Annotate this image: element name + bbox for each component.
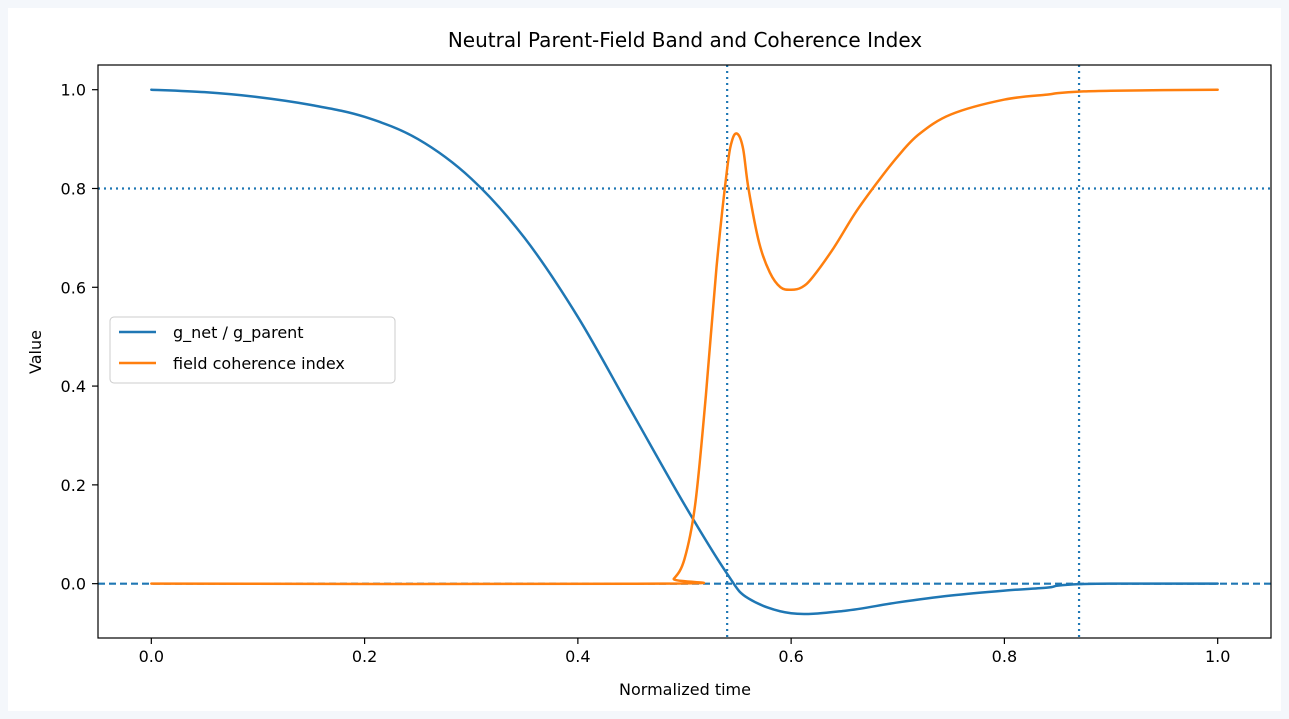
y-axis-ticks: 0.0 0.2 0.4 0.6 0.8 1.0	[61, 81, 98, 594]
series-line-coherence	[150, 88, 1219, 586]
legend-box	[109, 316, 396, 384]
y-tick-label: 0.0	[61, 575, 86, 594]
y-tick-label: 1.0	[61, 81, 86, 100]
y-tick-label: 0.4	[61, 377, 86, 396]
line-chart: Neutral Parent-Field Band and Coherence …	[26, 28, 1272, 699]
legend: g_net / g_parent field coherence index	[109, 316, 396, 384]
legend-label-coherence: field coherence index	[173, 354, 345, 373]
series-layer	[150, 88, 1219, 616]
y-axis-label: Value	[26, 330, 45, 374]
x-tick-label: 0.0	[139, 647, 164, 666]
x-tick-label: 0.8	[992, 647, 1017, 666]
y-tick-label: 0.6	[61, 278, 86, 297]
legend-label-g-net: g_net / g_parent	[173, 323, 304, 343]
x-tick-label: 0.4	[565, 647, 590, 666]
figure: Neutral Parent-Field Band and Coherence …	[8, 8, 1281, 711]
x-tick-label: 1.0	[1205, 647, 1230, 666]
plot-frame	[97, 64, 1272, 639]
x-axis-label: Normalized time	[619, 680, 751, 699]
x-tick-label: 0.2	[352, 647, 377, 666]
chart-title: Neutral Parent-Field Band and Coherence …	[448, 28, 922, 52]
y-tick-label: 0.2	[61, 476, 86, 495]
y-tick-label: 0.8	[61, 179, 86, 198]
x-axis-ticks: 0.0 0.2 0.4 0.6 0.8 1.0	[139, 638, 1230, 666]
series-line-g-net	[150, 88, 1219, 616]
x-tick-label: 0.6	[778, 647, 803, 666]
